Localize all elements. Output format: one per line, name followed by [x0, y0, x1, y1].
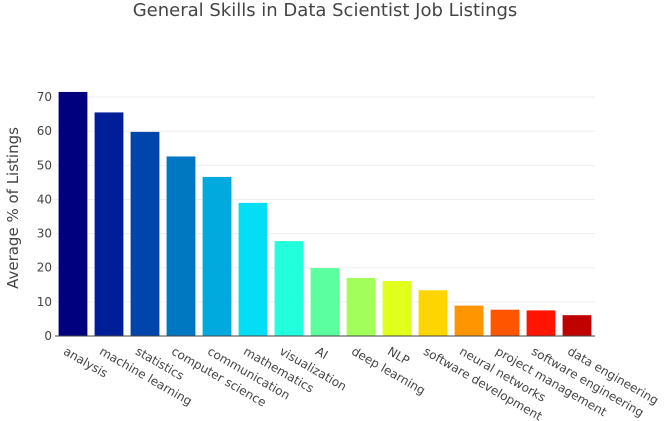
bar-nlp[interactable]	[382, 281, 412, 336]
chart-title: General Skills in Data Scientist Job Lis…	[133, 0, 518, 21]
bar-ai[interactable]	[310, 268, 340, 336]
bar-machine-learning[interactable]	[94, 112, 124, 336]
bar-mathematics[interactable]	[238, 202, 268, 336]
y-tick-label: 70	[37, 90, 52, 104]
y-tick-label: 60	[37, 124, 52, 138]
bars	[58, 91, 592, 337]
bar-computer-science[interactable]	[166, 156, 196, 336]
y-tick-label: 50	[37, 158, 52, 172]
bar-neural-networks[interactable]	[454, 305, 484, 336]
bar-software-engineering[interactable]	[526, 310, 556, 336]
bar-software-development[interactable]	[418, 290, 448, 336]
bar-visualization[interactable]	[274, 241, 304, 336]
bar-analysis[interactable]	[58, 91, 88, 337]
y-tick-label: 20	[37, 261, 52, 275]
x-tick-label: AI	[313, 344, 330, 362]
y-tick-label: 10	[37, 295, 52, 309]
y-tick-label: 40	[37, 192, 52, 206]
y-axis-ticks: 0 10 20 30 40 50 60 70	[37, 90, 52, 343]
y-tick-label: 0	[44, 329, 52, 343]
bar-communication[interactable]	[202, 176, 232, 336]
y-tick-label: 30	[37, 227, 52, 241]
bar-data-engineering[interactable]	[562, 315, 592, 336]
bar-project-management[interactable]	[490, 309, 520, 336]
bar-deep-learning[interactable]	[346, 277, 376, 336]
bar-statistics[interactable]	[130, 131, 160, 336]
y-axis-label: Average % of Listings	[4, 127, 22, 289]
